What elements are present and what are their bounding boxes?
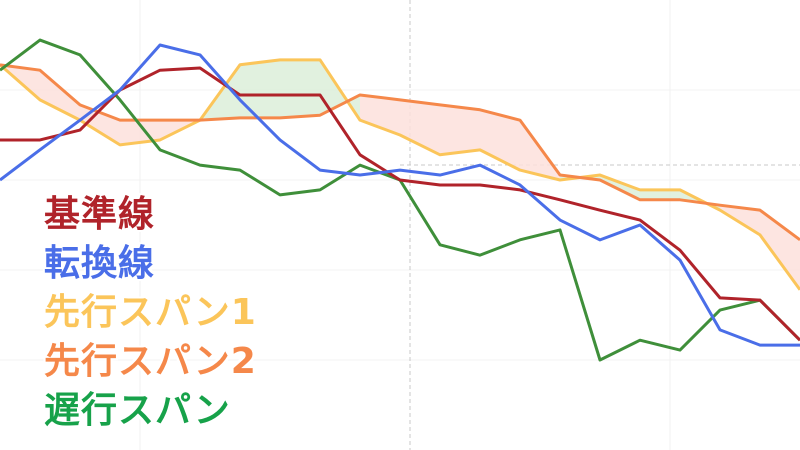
- legend: 基準線 転換線 先行スパン1 先行スパン2 遅行スパン: [44, 190, 257, 435]
- series-line-2: [0, 58, 800, 291]
- legend-senkou-a: 先行スパン1: [44, 292, 257, 333]
- cloud-segment: [440, 104, 480, 155]
- legend-chikou: 遅行スパン: [44, 390, 231, 431]
- cloud-segment: [280, 59, 320, 118]
- legend-senkou-b: 先行スパン2: [44, 341, 257, 382]
- cloud-segment: [240, 59, 280, 118]
- legend-tenkan: 転換線: [44, 243, 156, 284]
- legend-kijun: 基準線: [44, 194, 156, 235]
- cloud-segment: [360, 94, 400, 135]
- cloud-segment: [760, 210, 800, 290]
- cloud-segment: [80, 104, 120, 145]
- cloud-segment: [400, 99, 440, 155]
- cloud-segment: [40, 70, 80, 121]
- series-line-0: [0, 66, 800, 342]
- series-line-1: [0, 43, 800, 347]
- cloud-segment: [480, 109, 520, 171]
- series-line-3: [0, 63, 800, 242]
- series-lines: [0, 38, 800, 362]
- cloud-segment: [640, 189, 680, 200]
